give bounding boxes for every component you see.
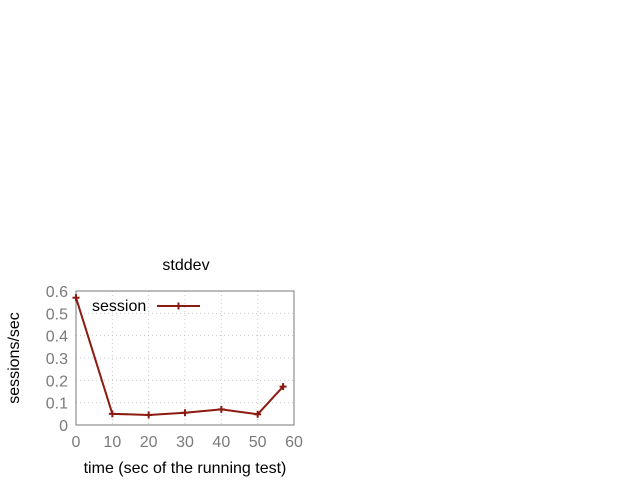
series-layer: [72, 294, 287, 419]
plot-frame: [75, 290, 295, 426]
x-tick-label: 40: [212, 434, 230, 451]
axes: [75, 290, 295, 426]
chart-title: stddev: [162, 257, 209, 274]
y-tick-label: 0.3: [46, 351, 68, 368]
y-tick-label: 0.1: [46, 396, 68, 413]
y-tick-label: 0.5: [46, 306, 68, 323]
y-tick-label: 0.2: [46, 373, 68, 390]
x-axis-label: time (sec of the running test): [84, 460, 287, 477]
data-point: [217, 405, 225, 413]
y-axis-ticks: 0 0.1 0.2 0.3 0.4 0.5 0.6: [46, 284, 68, 435]
x-tick-label: 0: [72, 434, 81, 451]
y-tick-label: 0.4: [46, 329, 68, 346]
x-tick-label: 50: [249, 434, 267, 451]
x-tick-label: 30: [176, 434, 194, 451]
data-point: [181, 409, 189, 417]
grid: [76, 291, 294, 425]
legend-label: session: [92, 298, 146, 315]
legend-marker: [175, 302, 182, 310]
y-axis-label: sessions/sec: [6, 312, 23, 404]
x-tick-label: 10: [103, 434, 121, 451]
legend: session: [92, 298, 200, 315]
y-tick-label: 0: [59, 418, 68, 435]
data-point: [145, 411, 153, 419]
x-tick-label: 60: [285, 434, 303, 451]
y-tick-label: 0.6: [46, 284, 68, 301]
x-tick-label: 20: [140, 434, 158, 451]
data-point: [279, 383, 287, 391]
x-axis-ticks: 0 10 20 30 40 50 60: [72, 434, 303, 451]
data-point: [72, 294, 80, 302]
data-point: [108, 410, 116, 418]
data-point: [254, 410, 262, 418]
series-line: [75, 297, 284, 416]
legend-point-marker: [175, 302, 182, 310]
